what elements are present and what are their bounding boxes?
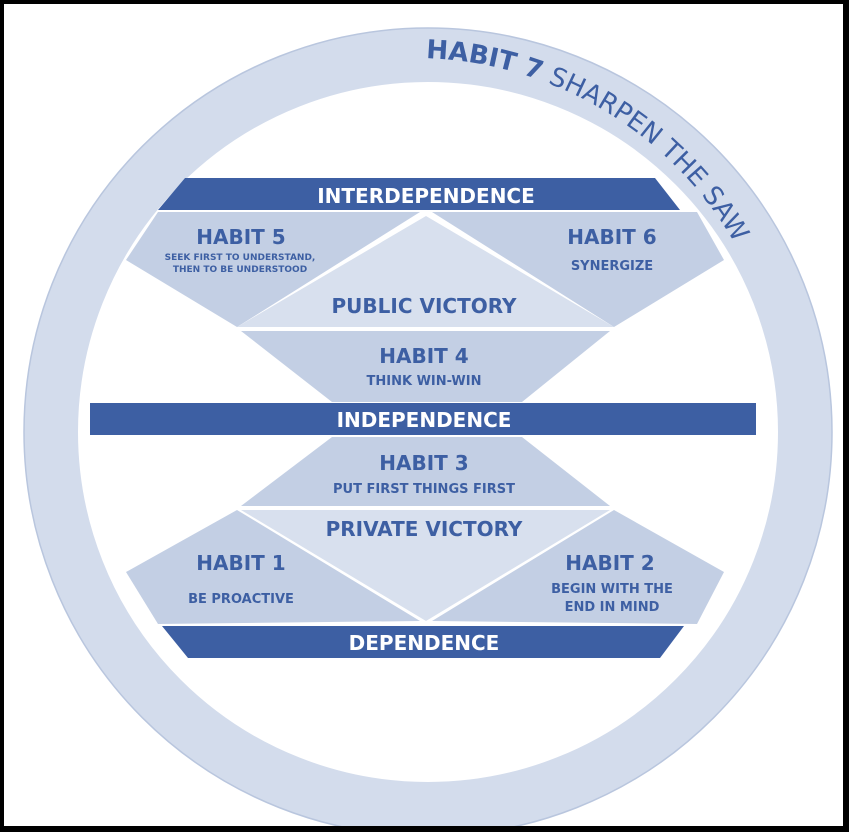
dependence-label: DEPENDENCE xyxy=(349,631,500,655)
habit-6-line1: SYNERGIZE xyxy=(571,259,653,274)
seven-habits-diagram: HABIT 7 SHARPEN THE SAW INTERDEPENDENCE … xyxy=(4,4,843,826)
habit-5-line1: SEEK FIRST TO UNDERSTAND, xyxy=(165,253,316,263)
habit-6-panel xyxy=(432,212,724,327)
habit-3-title: HABIT 3 xyxy=(379,451,468,475)
habit-6-title: HABIT 6 xyxy=(567,225,656,249)
habit-5-line2: THEN TO BE UNDERSTOOD xyxy=(173,265,307,275)
private-victory-panel xyxy=(241,510,610,621)
independence-label: INDEPENDENCE xyxy=(337,408,512,432)
habit-4-line1: THINK WIN-WIN xyxy=(367,374,482,389)
habit-2-title: HABIT 2 xyxy=(565,551,654,575)
independence-band xyxy=(90,403,756,435)
habit-1-title: HABIT 1 xyxy=(196,551,285,575)
dependence-band xyxy=(162,626,684,658)
habit-2-line1: BEGIN WITH THE xyxy=(551,582,673,597)
habit-5-panel xyxy=(126,212,420,327)
private-victory-label: PRIVATE VICTORY xyxy=(326,517,523,541)
outer-ring xyxy=(24,28,832,826)
habit-1-line1: BE PROACTIVE xyxy=(188,592,294,607)
habit-3-panel xyxy=(241,437,610,506)
interdependence-band xyxy=(158,178,680,210)
habit-5-title: HABIT 5 xyxy=(196,225,285,249)
interdependence-label: INTERDEPENDENCE xyxy=(317,184,535,208)
habit-2-panel xyxy=(432,510,724,624)
habit-1-panel xyxy=(126,510,420,624)
outer-ring-edge xyxy=(23,27,833,826)
diagram-canvas: HABIT 7 SHARPEN THE SAW INTERDEPENDENCE … xyxy=(23,27,833,826)
public-victory-panel xyxy=(237,216,614,327)
habit-3-line1: PUT FIRST THINGS FIRST xyxy=(333,482,515,497)
habit-4-title: HABIT 4 xyxy=(379,344,468,368)
habit-2-line2: END IN MIND xyxy=(565,600,660,615)
public-victory-label: PUBLIC VICTORY xyxy=(332,294,518,318)
habit-4-panel xyxy=(241,331,610,402)
